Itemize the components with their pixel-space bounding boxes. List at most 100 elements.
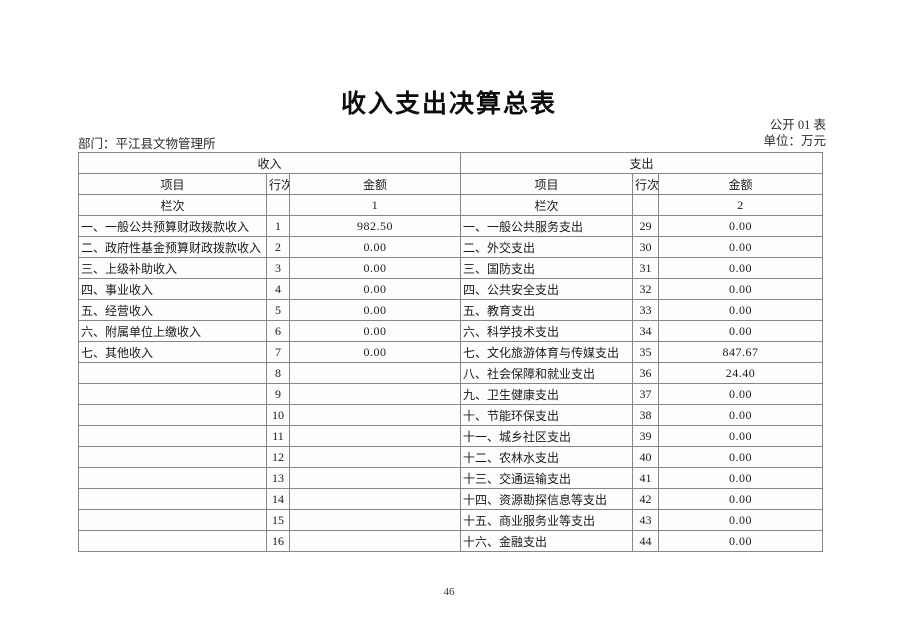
table-body: 一、一般公共预算财政拨款收入 1 982.50 一、一般公共服务支出 29 0.00 二、政…	[78, 215, 823, 552]
table-row: 四、事业收入 4 0.00 四、公共安全支出 32 0.00	[78, 278, 823, 300]
row-income-item: 二、政府性基金预算财政拨款收入	[78, 236, 267, 258]
column-index-row: 栏次 1 栏次 2	[78, 194, 823, 216]
group-header-income: 收入	[78, 152, 461, 174]
table-row: 16 十六、金融支出 44 0.00	[78, 530, 823, 552]
row-expenditure-item: 二、外交支出	[460, 236, 633, 258]
row-income-item	[78, 446, 267, 468]
row-expenditure-item: 四、公共安全支出	[460, 278, 633, 300]
table-row: 14 十四、资源勘探信息等支出 42 0.00	[78, 488, 823, 510]
row-expenditure-item: 一、一般公共服务支出	[460, 215, 633, 237]
header-income-line-no: 行次	[266, 173, 290, 195]
department-line: 部门：平江县文物管理所	[78, 137, 216, 151]
row-income-line-no: 1	[266, 215, 290, 237]
unit-note: 单位：万元	[763, 134, 826, 148]
row-income-amount: 0.00	[289, 278, 461, 300]
row-income-item: 七、其他收入	[78, 341, 267, 363]
row-income-line-no: 4	[266, 278, 290, 300]
row-expenditure-item: 十、节能环保支出	[460, 404, 633, 426]
row-expenditure-line-no: 32	[632, 278, 659, 300]
row-expenditure-line-no: 35	[632, 341, 659, 363]
row-expenditure-item: 十一、城乡社区支出	[460, 425, 633, 447]
row-income-item: 四、事业收入	[78, 278, 267, 300]
row-expenditure-line-no: 36	[632, 362, 659, 384]
table-row: 10 十、节能环保支出 38 0.00	[78, 404, 823, 426]
row-expenditure-line-no: 43	[632, 509, 659, 531]
row-income-item: 五、经营收入	[78, 299, 267, 321]
group-header-expenditure: 支出	[460, 152, 823, 174]
row-income-line-no: 13	[266, 467, 290, 489]
row-expenditure-line-no: 41	[632, 467, 659, 489]
table-row: 六、附属单位上缴收入 6 0.00 六、科学技术支出 34 0.00	[78, 320, 823, 342]
row-expenditure-line-no: 29	[632, 215, 659, 237]
column-index-expenditure: 2	[658, 194, 823, 216]
form-code: 公开 01 表	[769, 118, 826, 132]
row-expenditure-line-no: 31	[632, 257, 659, 279]
header-expenditure-line-no: 行次	[632, 173, 659, 195]
table-head: 收入 支出 项目 行次 金额 项目 行次 金额 栏次 1 栏次	[78, 152, 823, 216]
table-row: 9 九、卫生健康支出 37 0.00	[78, 383, 823, 405]
row-expenditure-amount: 0.00	[658, 467, 823, 489]
header-expenditure-amount: 金额	[658, 173, 823, 195]
row-expenditure-line-no: 30	[632, 236, 659, 258]
row-income-item	[78, 467, 267, 489]
row-expenditure-line-no: 37	[632, 383, 659, 405]
row-expenditure-item: 七、文化旅游体育与传媒支出	[460, 341, 633, 363]
row-income-amount	[289, 362, 461, 384]
row-income-line-no: 10	[266, 404, 290, 426]
row-income-item	[78, 530, 267, 552]
row-income-item	[78, 488, 267, 510]
row-income-item	[78, 404, 267, 426]
column-index-label-income: 栏次	[78, 194, 267, 216]
row-expenditure-amount: 0.00	[658, 257, 823, 279]
column-index-blank-expenditure	[632, 194, 659, 216]
row-expenditure-item: 十六、金融支出	[460, 530, 633, 552]
row-income-line-no: 3	[266, 257, 290, 279]
row-income-line-no: 5	[266, 299, 290, 321]
table-row: 11 十一、城乡社区支出 39 0.00	[78, 425, 823, 447]
row-income-amount: 0.00	[289, 257, 461, 279]
row-expenditure-item: 八、社会保障和就业支出	[460, 362, 633, 384]
row-income-line-no: 9	[266, 383, 290, 405]
row-income-line-no: 2	[266, 236, 290, 258]
table-row: 15 十五、商业服务业等支出 43 0.00	[78, 509, 823, 531]
row-income-amount: 0.00	[289, 341, 461, 363]
column-header-row: 项目 行次 金额 项目 行次 金额	[78, 173, 823, 195]
header-expenditure-item: 项目	[460, 173, 633, 195]
row-income-item	[78, 509, 267, 531]
row-expenditure-amount: 0.00	[658, 278, 823, 300]
row-income-item	[78, 425, 267, 447]
table-row: 五、经营收入 5 0.00 五、教育支出 33 0.00	[78, 299, 823, 321]
row-income-line-no: 6	[266, 320, 290, 342]
row-income-amount	[289, 383, 461, 405]
page-title: 收入支出决算总表	[340, 89, 557, 118]
row-income-amount	[289, 488, 461, 510]
row-expenditure-line-no: 40	[632, 446, 659, 468]
form-meta-block: 公开 01 表 单位：万元	[763, 117, 826, 149]
row-income-amount	[289, 509, 461, 531]
row-income-amount	[289, 425, 461, 447]
row-income-amount: 0.00	[289, 320, 461, 342]
row-expenditure-amount: 0.00	[658, 320, 823, 342]
row-expenditure-item: 十五、商业服务业等支出	[460, 509, 633, 531]
row-expenditure-item: 五、教育支出	[460, 299, 633, 321]
row-income-line-no: 8	[266, 362, 290, 384]
table-row: 13 十三、交通运输支出 41 0.00	[78, 467, 823, 489]
row-income-amount	[289, 446, 461, 468]
row-income-amount: 0.00	[289, 299, 461, 321]
row-expenditure-item: 九、卫生健康支出	[460, 383, 633, 405]
row-expenditure-item: 三、国防支出	[460, 257, 633, 279]
column-index-income: 1	[289, 194, 461, 216]
row-expenditure-amount: 0.00	[658, 488, 823, 510]
row-expenditure-line-no: 44	[632, 530, 659, 552]
row-expenditure-line-no: 39	[632, 425, 659, 447]
row-expenditure-item: 十二、农林水支出	[460, 446, 633, 468]
row-income-amount: 0.00	[289, 236, 461, 258]
row-income-item: 三、上级补助收入	[78, 257, 267, 279]
row-expenditure-amount: 0.00	[658, 383, 823, 405]
income-expenditure-table: 收入 支出 项目 行次 金额 项目 行次 金额 栏次 1 栏次	[78, 152, 823, 552]
row-income-amount: 982.50	[289, 215, 461, 237]
column-index-blank-income	[266, 194, 290, 216]
row-expenditure-item: 十四、资源勘探信息等支出	[460, 488, 633, 510]
table-row: 一、一般公共预算财政拨款收入 1 982.50 一、一般公共服务支出 29 0.00	[78, 215, 823, 237]
